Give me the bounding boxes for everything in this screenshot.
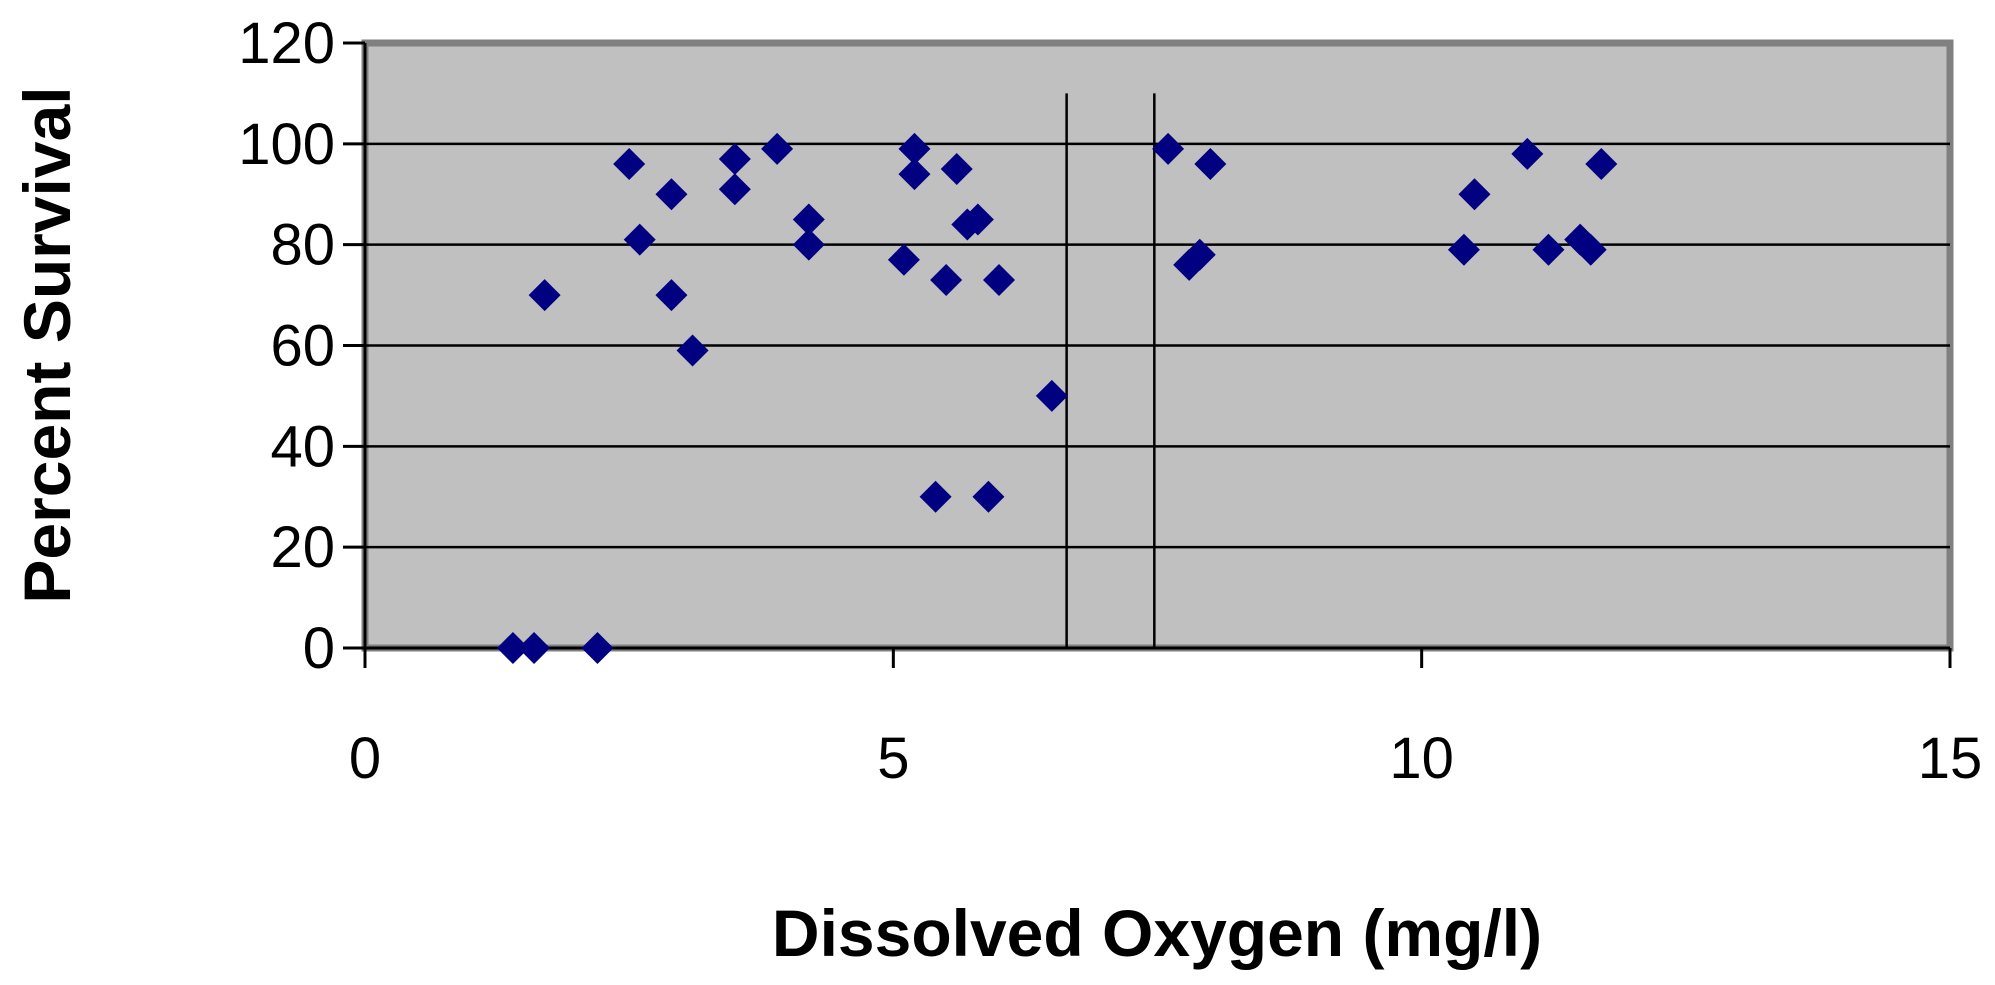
data-point-16 (898, 132, 931, 165)
x-tick-label-5: 5 (877, 726, 909, 791)
data-point-8 (655, 279, 688, 312)
data-point-31 (1458, 178, 1491, 211)
data-point-32 (1511, 137, 1544, 170)
y-axis-title: Percent Survival (10, 86, 84, 603)
data-point-30 (1447, 233, 1480, 266)
y-tick-label-0: 0 (303, 616, 335, 681)
x-tick-label-10: 10 (1389, 726, 1454, 791)
x-tick-label-15: 15 (1918, 726, 1983, 791)
data-point-6 (623, 223, 656, 256)
data-point-3 (581, 632, 614, 664)
data-point-36 (1585, 148, 1618, 180)
tick-labels: 0 20 40 60 80 100 120 0 5 10 15 (238, 11, 1982, 791)
y-tick-label-60: 60 (270, 314, 335, 379)
reference-lines (1065, 93, 1156, 648)
y-tick-label-20: 20 (270, 515, 335, 580)
data-point-13 (792, 203, 825, 236)
data-point-12 (761, 132, 794, 165)
data-point-35 (1574, 233, 1607, 266)
data-point-7 (655, 178, 688, 211)
data-point-15 (887, 243, 920, 276)
y-tick-label-120: 120 (238, 11, 335, 76)
axes (343, 41, 1952, 668)
data-point-19 (930, 263, 963, 296)
y-tick-label-80: 80 (270, 213, 335, 278)
data-point-2 (518, 632, 551, 664)
x-axis-title: Dissolved Oxygen (mg/l) (772, 896, 1542, 970)
data-point-17 (898, 158, 931, 191)
data-point-26 (1152, 132, 1185, 165)
data-point-20 (940, 153, 973, 186)
data-point-22 (961, 203, 994, 236)
data-point-18 (919, 480, 952, 513)
data-point-24 (983, 263, 1015, 296)
data-point-28 (1183, 238, 1216, 271)
data-point-11 (718, 173, 751, 206)
data-point-5 (613, 148, 646, 180)
y-tick-label-40: 40 (270, 414, 335, 479)
data-point-25 (1035, 379, 1068, 412)
data-point-4 (528, 279, 561, 312)
data-point-14 (792, 228, 825, 261)
x-tick-label-0: 0 (349, 726, 381, 791)
y-tick-label-100: 100 (238, 112, 335, 177)
data-point-33 (1532, 233, 1565, 266)
data-point-10 (718, 142, 751, 175)
data-point-1 (496, 632, 529, 664)
data-point-29 (1194, 148, 1227, 180)
data-point-23 (972, 480, 1005, 513)
data-point-9 (676, 334, 709, 367)
data-points (496, 132, 1618, 664)
